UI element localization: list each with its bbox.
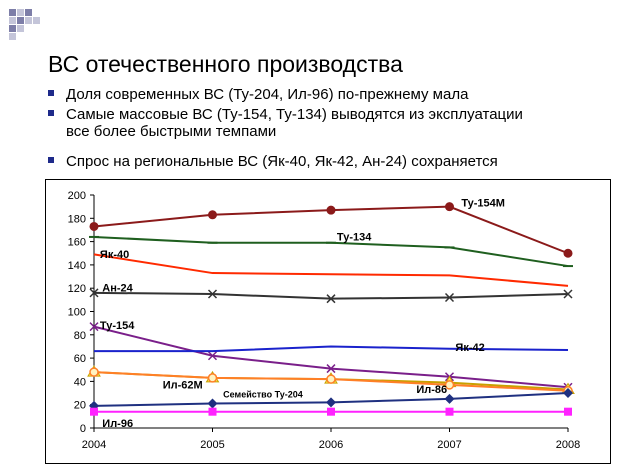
bullet-marker-icon xyxy=(48,110,54,117)
series-label: Ту-154М xyxy=(461,198,505,210)
decor-square xyxy=(9,9,16,16)
y-tick-label: 120 xyxy=(68,283,86,295)
x-tick-label: 2005 xyxy=(200,439,224,451)
data-point xyxy=(563,248,573,258)
data-point xyxy=(326,397,336,408)
data-point xyxy=(327,407,335,416)
x-tick-label: 2004 xyxy=(82,439,106,451)
y-tick-label: 200 xyxy=(68,190,86,202)
data-point xyxy=(89,367,99,377)
bullet-text-continuation: все более быстрыми темпами xyxy=(66,123,277,140)
decor-square xyxy=(25,9,32,16)
series-label: Ту-154 xyxy=(100,320,135,332)
y-tick-label: 80 xyxy=(74,330,86,342)
data-point xyxy=(326,294,336,304)
data-point xyxy=(326,374,336,384)
data-point xyxy=(207,289,218,299)
x-tick-label: 2008 xyxy=(556,439,580,451)
y-tick-label: 160 xyxy=(68,237,86,249)
bullet-text: Самые массовые ВС (Ту-154, Ту-134) вывод… xyxy=(66,106,523,123)
data-point xyxy=(89,322,99,332)
data-point xyxy=(444,393,455,404)
data-point xyxy=(207,351,218,361)
series-label: Ту-134 xyxy=(337,231,372,243)
series-line xyxy=(93,235,569,268)
y-tick-label: 60 xyxy=(74,353,86,365)
x-tick-label: 2007 xyxy=(437,439,461,451)
y-tick-label: 0 xyxy=(80,423,86,435)
y-tick-label: 180 xyxy=(68,213,86,225)
series-line xyxy=(94,345,569,353)
line-chart: 0 20 40 60 80 100 120 140 160 180 200 2004 2005 2006 2… xyxy=(68,190,581,451)
bullet-item: Спрос на региональные ВС (Як-40, Як-42, … xyxy=(48,153,498,170)
decor-square xyxy=(9,33,16,40)
data-point xyxy=(564,407,572,416)
y-tick-label: 40 xyxy=(74,376,86,388)
decor-square xyxy=(17,25,24,32)
chart-frame: 0 20 40 60 80 100 120 140 160 180 200 2004 2005 2006 2… xyxy=(45,179,611,464)
series-label: Як-42 xyxy=(455,342,484,354)
series-line xyxy=(93,253,569,287)
decor-square xyxy=(17,9,24,16)
data-point xyxy=(326,364,336,374)
data-point xyxy=(89,221,99,231)
y-tick-label: 100 xyxy=(68,307,86,319)
series-label: Ил-86 xyxy=(416,384,447,396)
decor-square xyxy=(17,17,24,24)
bullet-item: Самые массовые ВС (Ту-154, Ту-134) вывод… xyxy=(48,106,523,140)
data-point xyxy=(563,388,573,399)
data-point xyxy=(444,380,455,390)
series-label: Як-40 xyxy=(100,249,129,261)
slide-title: ВС отечественного производства xyxy=(48,51,403,77)
series-label: Ил-62М xyxy=(163,379,203,391)
data-point xyxy=(563,289,573,299)
x-tick-label: 2006 xyxy=(319,439,343,451)
data-point xyxy=(326,205,336,215)
bullet-item: Доля современных ВС (Ту-204, Ил-96) по-п… xyxy=(48,86,468,103)
data-point xyxy=(207,373,218,383)
decor-square xyxy=(33,17,40,24)
data-point xyxy=(90,407,98,416)
series-label: Ил-96 xyxy=(102,418,133,430)
y-tick-label: 140 xyxy=(68,260,86,272)
data-point xyxy=(207,398,218,409)
bullet-text: Доля современных ВС (Ту-204, Ил-96) по-п… xyxy=(66,86,469,103)
bullet-marker-icon xyxy=(48,90,54,97)
bullet-text: Спрос на региональные ВС (Як-40, Як-42, … xyxy=(66,153,498,170)
data-point xyxy=(445,202,454,212)
data-point xyxy=(89,288,99,298)
data-point xyxy=(208,210,217,220)
series-label: Семейство Ту-204 xyxy=(223,390,303,400)
decor-square xyxy=(9,17,16,24)
series-label: Ан-24 xyxy=(102,283,133,295)
y-tick-label: 20 xyxy=(74,400,86,412)
bullet-marker-icon xyxy=(48,157,54,164)
data-point xyxy=(444,292,455,303)
decor-square xyxy=(25,17,32,24)
decor-square xyxy=(9,25,16,32)
data-point xyxy=(445,407,454,416)
data-point xyxy=(208,407,217,416)
